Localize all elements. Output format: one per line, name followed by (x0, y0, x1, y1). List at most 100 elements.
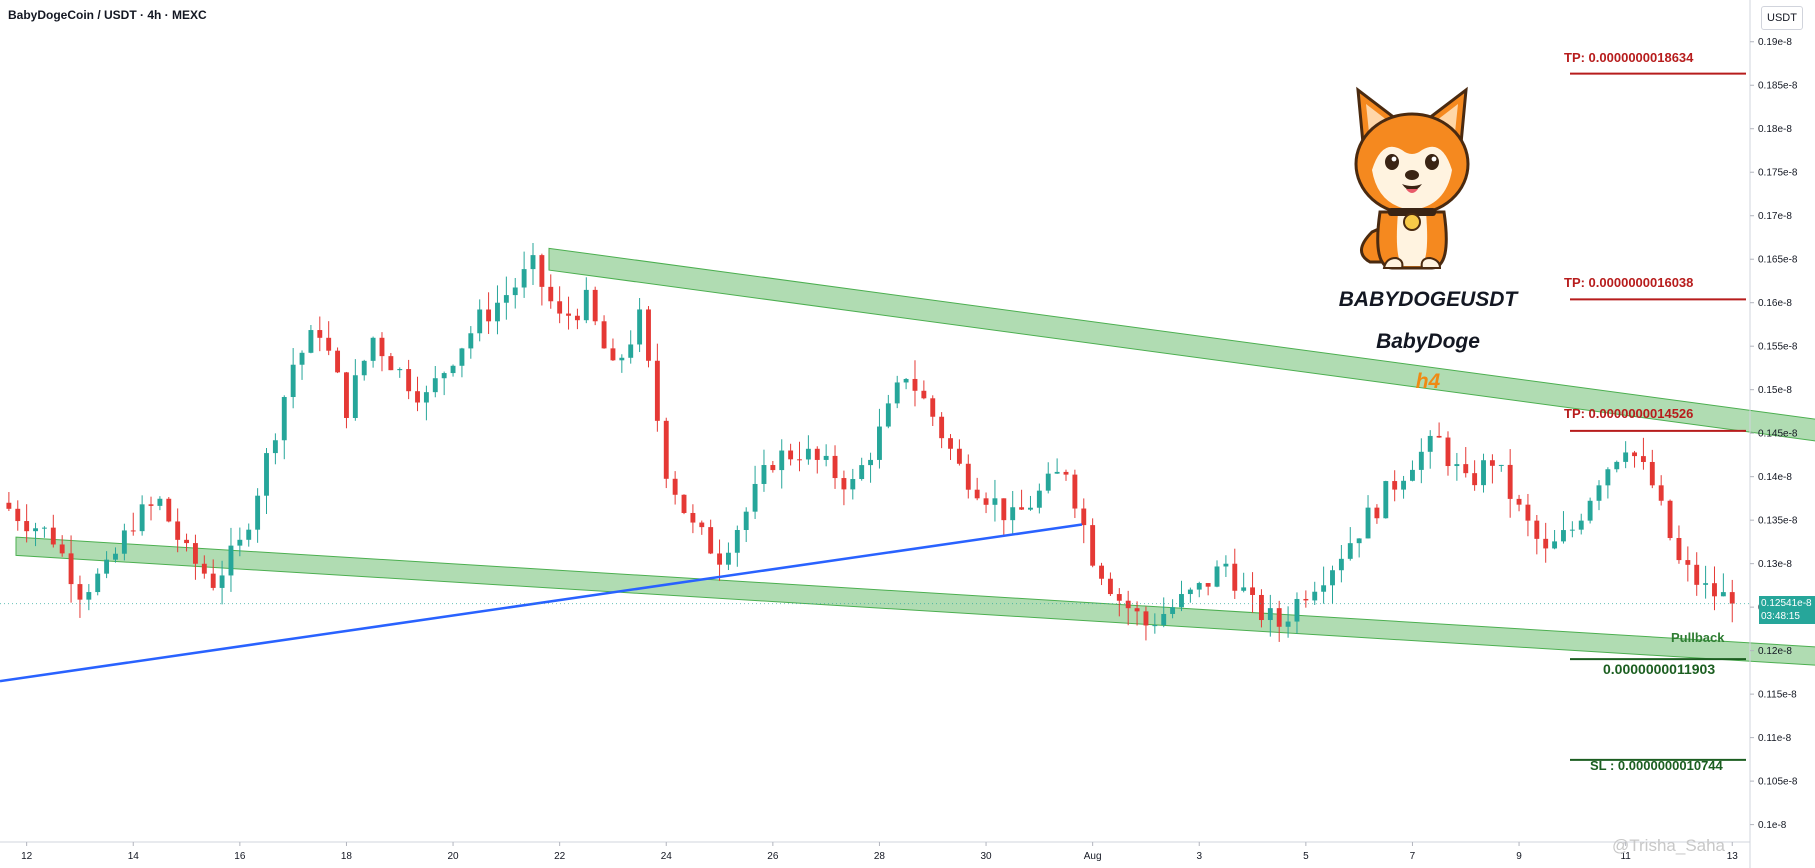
candle-body (1676, 538, 1682, 561)
candle-body (1303, 598, 1309, 601)
x-tick-label: 9 (1516, 851, 1522, 862)
candle-body (1472, 473, 1478, 486)
candle-body (361, 360, 367, 376)
tp3-label: TP: 0.0000000018634 (1564, 50, 1694, 65)
candle-body (148, 504, 154, 506)
candle-body (1392, 481, 1398, 490)
candle-body (912, 378, 918, 391)
candle-body (512, 287, 518, 296)
candle-body (121, 530, 127, 554)
candle-body (1010, 507, 1016, 521)
candle-body (281, 397, 287, 441)
candle-body (370, 337, 376, 361)
candle-body (352, 375, 358, 418)
brand-symbol: BABYDOGEUSDT (1338, 288, 1518, 311)
candle-body (1374, 507, 1380, 519)
candle-body (992, 498, 998, 505)
candle-layer (6, 242, 1735, 642)
candle-body (654, 360, 660, 421)
y-tick-label: 0.105e-8 (1758, 777, 1798, 788)
candle-body (983, 498, 989, 505)
candle-body (1720, 592, 1726, 597)
pullback-value: 0.0000000011903 (1603, 661, 1716, 677)
candle-body (832, 455, 838, 479)
candle-body (1116, 594, 1122, 601)
candle-body (850, 479, 856, 490)
candle-body (1143, 611, 1149, 626)
y-tick-label: 0.175e-8 (1758, 168, 1798, 179)
bar-countdown: 03:48:15 (1761, 610, 1800, 622)
candle-body (1463, 464, 1469, 474)
candle-body (86, 592, 92, 600)
candle-body (841, 478, 847, 490)
candle-body (1019, 507, 1025, 510)
candle-body (1214, 566, 1220, 587)
candle-body (1054, 471, 1060, 474)
candle-body (956, 448, 962, 464)
candle-body (1605, 469, 1611, 486)
candle-body (130, 530, 136, 532)
candle-body (503, 295, 509, 303)
candle-body (779, 450, 785, 471)
tp2-label: TP: 0.0000000016038 (1564, 275, 1694, 290)
candle-body (1445, 437, 1451, 467)
candle-body (1658, 485, 1664, 501)
currency-selector[interactable]: USDT (1761, 6, 1803, 30)
candle-body (1623, 452, 1629, 462)
candle-body (264, 453, 269, 496)
candle-body (1321, 585, 1327, 592)
candle-body (1338, 558, 1344, 571)
y-tick-label: 0.185e-8 (1758, 81, 1798, 92)
candle-body (1312, 591, 1318, 601)
candle-body (1205, 583, 1211, 587)
candle-body (539, 255, 545, 287)
candle-body (601, 321, 607, 349)
candle-body (335, 350, 341, 373)
candle-body (379, 337, 385, 357)
tp1-label: TP: 0.0000000014526 (1564, 406, 1694, 421)
candle-body (1578, 520, 1584, 530)
candle-body (823, 455, 829, 460)
y-tick-label: 0.145e-8 (1758, 429, 1798, 440)
candle-body (859, 465, 865, 480)
candle-body (397, 369, 403, 371)
candle-body (50, 527, 56, 545)
candle-body (894, 382, 900, 404)
candle-body (1134, 608, 1140, 612)
candle-body (1107, 578, 1113, 595)
candle-body (1072, 474, 1078, 509)
x-tick-label: 13 (1727, 851, 1739, 862)
candle-body (139, 504, 145, 532)
candle-body (157, 498, 163, 506)
candle-body (219, 575, 225, 588)
candle-body (1507, 464, 1513, 499)
candle-body (672, 478, 678, 495)
candle-body (113, 553, 118, 560)
candle-body (548, 286, 554, 302)
candle-body (717, 553, 722, 565)
x-tick-label: 18 (341, 851, 353, 862)
candle-body (1543, 538, 1549, 549)
y-tick-label: 0.135e-8 (1758, 516, 1798, 527)
wedge-upper-band (548, 247, 1815, 442)
candle-body (1454, 464, 1460, 467)
candle-body (95, 573, 101, 593)
candle-body (921, 390, 927, 399)
candle-body (939, 416, 945, 439)
candle-body (1516, 498, 1522, 505)
candle-body (708, 527, 714, 554)
chart-title: BabyDogeCoin / USDT · 4h · MEXC (8, 8, 207, 22)
candle-body (1285, 621, 1291, 627)
candle-body (797, 459, 802, 461)
candle-body (646, 309, 651, 361)
x-tick-label: 16 (234, 851, 246, 862)
brand-name: BabyDoge (1376, 330, 1480, 353)
candle-body (1028, 507, 1033, 510)
candle-body (1241, 587, 1247, 591)
candle-body (619, 357, 625, 361)
wedge-layer (15, 247, 1815, 666)
candle-body (734, 530, 740, 553)
